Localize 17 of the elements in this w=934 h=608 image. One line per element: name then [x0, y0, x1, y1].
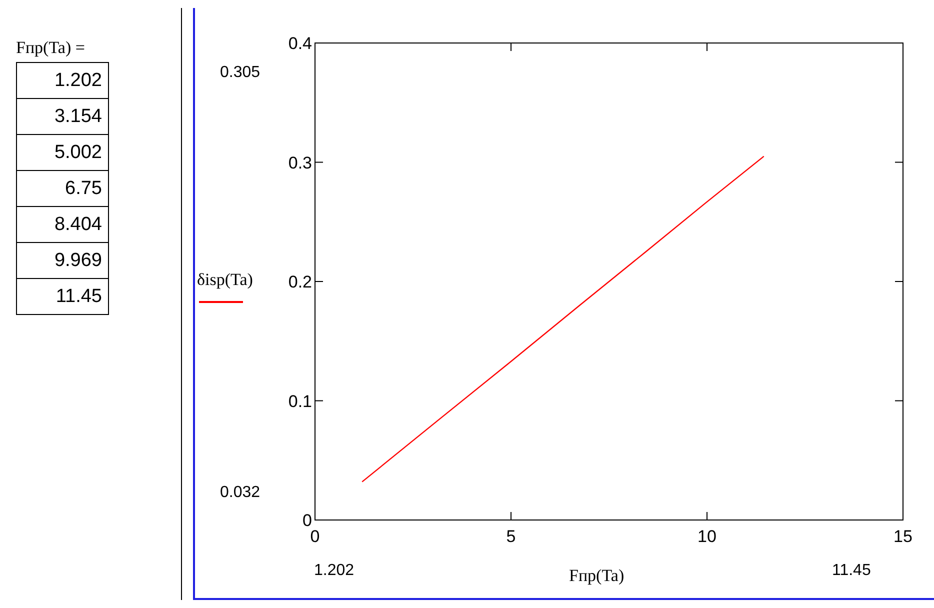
y-tick-label: 0 — [302, 511, 312, 530]
text: δisp(Ta) — [197, 270, 254, 290]
value-table: 1.202 3.154 5.002 6.75 8.404 9.969 11.45 — [16, 62, 109, 315]
y-tick-label: 0.1 — [288, 392, 312, 411]
y-tick-label: 0.4 — [288, 34, 312, 53]
x-tick-label: 10 — [698, 527, 716, 546]
text: 1.202 — [314, 562, 354, 580]
x-axis-title: Fпр(Ta) — [569, 566, 624, 586]
text: 0.032 — [220, 484, 260, 502]
y-tick-label: 0.3 — [288, 153, 312, 172]
x-tick-label: 15 — [894, 527, 912, 546]
text: Fпр(Ta) = — [16, 38, 85, 58]
x-tick-label: 5 — [506, 527, 516, 546]
text: 0.305 — [220, 64, 260, 82]
y-tick-label: 0.2 — [288, 272, 312, 292]
line-series — [362, 156, 764, 482]
text: 11.45 — [832, 562, 871, 580]
